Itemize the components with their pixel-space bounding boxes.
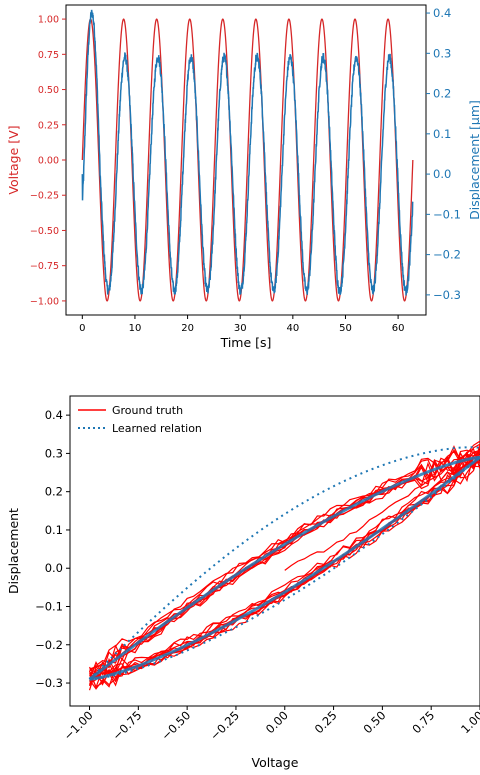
y-tick-label-right: 0.2 <box>433 87 451 101</box>
y-tick-label-right: 0.1 <box>433 127 451 141</box>
y-tick-label-left: −1.00 <box>30 296 59 307</box>
axes-layer: −1.00 −0.75 −0.50 −0.25 0.00 0.25 0.50 0.75 1.00… <box>35 408 480 743</box>
learned-band-lower <box>88 455 480 681</box>
ground-truth-branch <box>88 461 480 690</box>
ground-truth-branch <box>89 446 480 686</box>
x-tick-label: 0.25 <box>312 708 340 736</box>
hysteresis-chart: −1.00 −0.75 −0.50 −0.25 0.00 0.25 0.50 0.75 1.00… <box>6 395 480 770</box>
x-tick-label: 20 <box>181 323 194 334</box>
x-tick-label: 40 <box>286 323 299 334</box>
y-tick-label: −0.2 <box>35 638 63 652</box>
ground-truth-initial <box>284 440 480 571</box>
y-tick-label-left: −0.75 <box>30 261 59 272</box>
legend-label-learned: Learned relation <box>112 422 202 435</box>
y-tick-label-right: 0.3 <box>433 46 451 60</box>
legend: Ground truth Learned relation <box>78 404 202 435</box>
ground-truth-branch <box>88 456 480 688</box>
y-axis-label-right: Displacement [µm] <box>467 100 480 220</box>
x-axis-label: Time [s] <box>220 335 272 350</box>
y-tick-label-left: 0.00 <box>38 156 59 167</box>
x-tick-label: 0.00 <box>263 708 291 736</box>
axes-layer: 0 10 20 30 40 50 60 1.00 0.75 0.50 0.25 0.00 −0.25 −0… <box>30 6 461 334</box>
x-tick-label: −0.50 <box>158 708 193 743</box>
learned-relation-lower <box>89 456 480 681</box>
ground-truth-branch <box>89 453 480 683</box>
ground-truth-branch <box>88 443 480 686</box>
y-tick-label-right: −0.1 <box>433 207 461 221</box>
voltage-line <box>81 18 414 302</box>
y-tick-label-left: −0.25 <box>30 191 59 202</box>
x-tick-label: 50 <box>339 323 352 334</box>
y-tick-label-left: 0.25 <box>38 120 59 131</box>
y-tick-label: 0.0 <box>45 561 63 575</box>
y-tick-label: 0.3 <box>45 446 63 460</box>
y-tick-label: 0.1 <box>45 523 63 537</box>
series-layer <box>81 9 414 302</box>
y-axis-label-left: Voltage [V] <box>6 125 21 194</box>
y-tick-label: 0.4 <box>45 408 63 422</box>
x-tick-label: −1.00 <box>61 708 96 743</box>
y-tick-label-right: 0.4 <box>433 6 451 20</box>
x-tick-label: 10 <box>129 323 142 334</box>
y-tick-label: 0.2 <box>45 485 63 499</box>
y-tick-label-left: 0.75 <box>38 50 59 61</box>
y-tick-label-right: −0.3 <box>433 288 461 302</box>
y-tick-label-right: 0.0 <box>433 167 451 181</box>
x-tick-label: 1.00 <box>458 708 480 736</box>
x-tick-label: −0.75 <box>110 708 145 743</box>
learned-relation-upper <box>88 446 480 680</box>
displacement-line <box>81 9 414 296</box>
learned-band-upper <box>89 456 480 681</box>
ground-truth-branch <box>89 445 480 670</box>
time-series-chart: 0 10 20 30 40 50 60 1.00 0.75 0.50 0.25 0.00 −0.25 −0… <box>6 4 480 350</box>
y-axis-label: Displacement <box>6 508 21 594</box>
plot-frame-bottom <box>69 395 480 707</box>
x-tick-label: 0 <box>79 323 85 334</box>
ground-truth-branch <box>89 461 480 685</box>
x-tick-label: 30 <box>234 323 247 334</box>
y-tick-label-left: −0.50 <box>30 226 59 237</box>
y-tick-label: −0.1 <box>35 599 63 613</box>
ground-truth-branch <box>89 449 480 680</box>
legend-label-ground-truth: Ground truth <box>112 404 183 417</box>
y-tick-label-left: 1.00 <box>38 15 59 26</box>
x-tick-label: 0.75 <box>409 708 437 736</box>
y-tick-label-left: 0.50 <box>38 85 59 96</box>
x-axis-label: Voltage <box>252 755 299 770</box>
ground-truth-branch <box>88 444 480 681</box>
x-tick-label: −0.25 <box>207 708 242 743</box>
x-tick-label: 0.50 <box>360 708 388 736</box>
y-tick-label-right: −0.2 <box>433 248 461 262</box>
x-tick-label: 60 <box>392 323 405 334</box>
y-tick-label: −0.3 <box>35 676 63 690</box>
series-layer <box>88 440 480 691</box>
